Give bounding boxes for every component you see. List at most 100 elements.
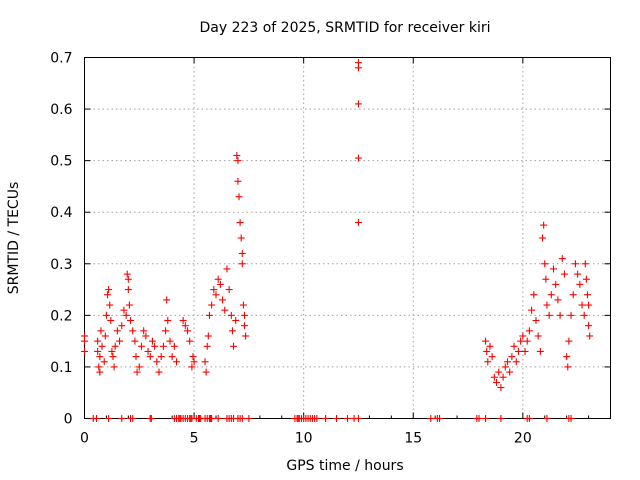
y-tick-label: 0	[64, 412, 73, 428]
data-point	[495, 368, 503, 376]
data-point	[521, 347, 529, 355]
data-point	[232, 317, 240, 325]
data-point	[475, 415, 483, 422]
data-point	[110, 363, 118, 371]
data-point	[436, 415, 444, 422]
data-point	[142, 332, 150, 340]
data-point	[120, 306, 128, 314]
data-point	[354, 64, 362, 72]
y-tick-label: 0.6	[50, 102, 72, 118]
data-point	[486, 342, 494, 350]
data-point	[159, 342, 167, 350]
data-point	[543, 301, 551, 309]
data-point	[238, 415, 246, 422]
data-point	[96, 368, 104, 376]
data-point	[186, 337, 194, 345]
data-point	[567, 311, 575, 319]
x-axis-label: GPS time / hours	[286, 458, 403, 474]
data-point	[100, 358, 108, 366]
data-point	[344, 415, 351, 422]
x-tick-label: 10	[295, 431, 313, 447]
data-point	[571, 260, 579, 268]
data-point	[166, 337, 174, 345]
data-point	[184, 327, 192, 335]
grid-lines	[84, 57, 611, 419]
data-point	[238, 260, 246, 268]
data-point	[168, 353, 176, 361]
data-point	[105, 286, 113, 294]
x-tick-label: 5	[190, 431, 199, 447]
axis-ticks	[84, 57, 611, 419]
data-point	[547, 291, 555, 299]
data-point	[519, 332, 527, 340]
data-point	[144, 347, 152, 355]
data-point	[148, 337, 156, 345]
data-point	[95, 363, 103, 371]
data-point	[124, 275, 132, 283]
data-point	[354, 415, 362, 422]
data-point	[204, 332, 212, 340]
y-tick-label: 0.4	[50, 205, 72, 221]
data-point	[107, 317, 115, 325]
data-point	[499, 373, 507, 381]
data-point	[97, 327, 105, 335]
data-point	[170, 342, 178, 350]
data-point	[560, 270, 568, 278]
data-point	[506, 368, 514, 376]
data-point	[482, 415, 490, 422]
data-point	[552, 280, 560, 288]
data-point	[234, 157, 242, 165]
data-point	[230, 342, 238, 350]
data-point	[179, 317, 187, 325]
data-point	[497, 384, 505, 392]
data-point	[202, 368, 210, 376]
chart-title: Day 223 of 2025, SRMTID for receiver kir…	[199, 20, 490, 36]
data-point	[108, 347, 116, 355]
data-point	[163, 296, 171, 304]
data-point	[427, 415, 435, 422]
data-point	[157, 353, 165, 361]
data-point	[238, 249, 246, 257]
data-point	[333, 415, 341, 422]
y-tick-label: 0.5	[50, 154, 72, 170]
data-point	[567, 415, 575, 422]
data-point	[585, 322, 593, 330]
data-point	[124, 286, 132, 294]
data-point	[153, 358, 161, 366]
data-point	[227, 311, 235, 319]
data-point	[556, 311, 564, 319]
data-point	[581, 260, 589, 268]
data-point	[493, 378, 501, 386]
data-point	[503, 358, 511, 366]
data-point	[132, 353, 140, 361]
data-point	[565, 337, 573, 345]
data-point	[563, 353, 571, 361]
y-tick-label: 0.2	[50, 308, 72, 324]
data-point	[96, 353, 104, 361]
data-point	[240, 311, 248, 319]
data-point	[228, 327, 236, 335]
data-point	[216, 280, 224, 288]
plot-frame	[84, 57, 611, 419]
data-point	[173, 358, 181, 366]
y-tick-label: 0.3	[50, 257, 72, 273]
data-point	[558, 255, 566, 263]
data-point	[188, 363, 196, 371]
data-point	[525, 327, 533, 335]
data-point	[354, 154, 362, 162]
data-point	[530, 291, 538, 299]
data-point	[528, 306, 536, 314]
data-point	[94, 347, 102, 355]
data-point	[146, 353, 154, 361]
data-point	[564, 363, 572, 371]
data-point	[98, 342, 106, 350]
data-point	[219, 296, 227, 304]
data-point	[116, 337, 124, 345]
data-point	[221, 306, 229, 314]
data-point	[543, 415, 551, 422]
data-point	[313, 415, 321, 422]
data-point	[583, 291, 591, 299]
data-point	[214, 415, 222, 422]
data-point	[488, 353, 496, 361]
data-point	[574, 270, 582, 278]
